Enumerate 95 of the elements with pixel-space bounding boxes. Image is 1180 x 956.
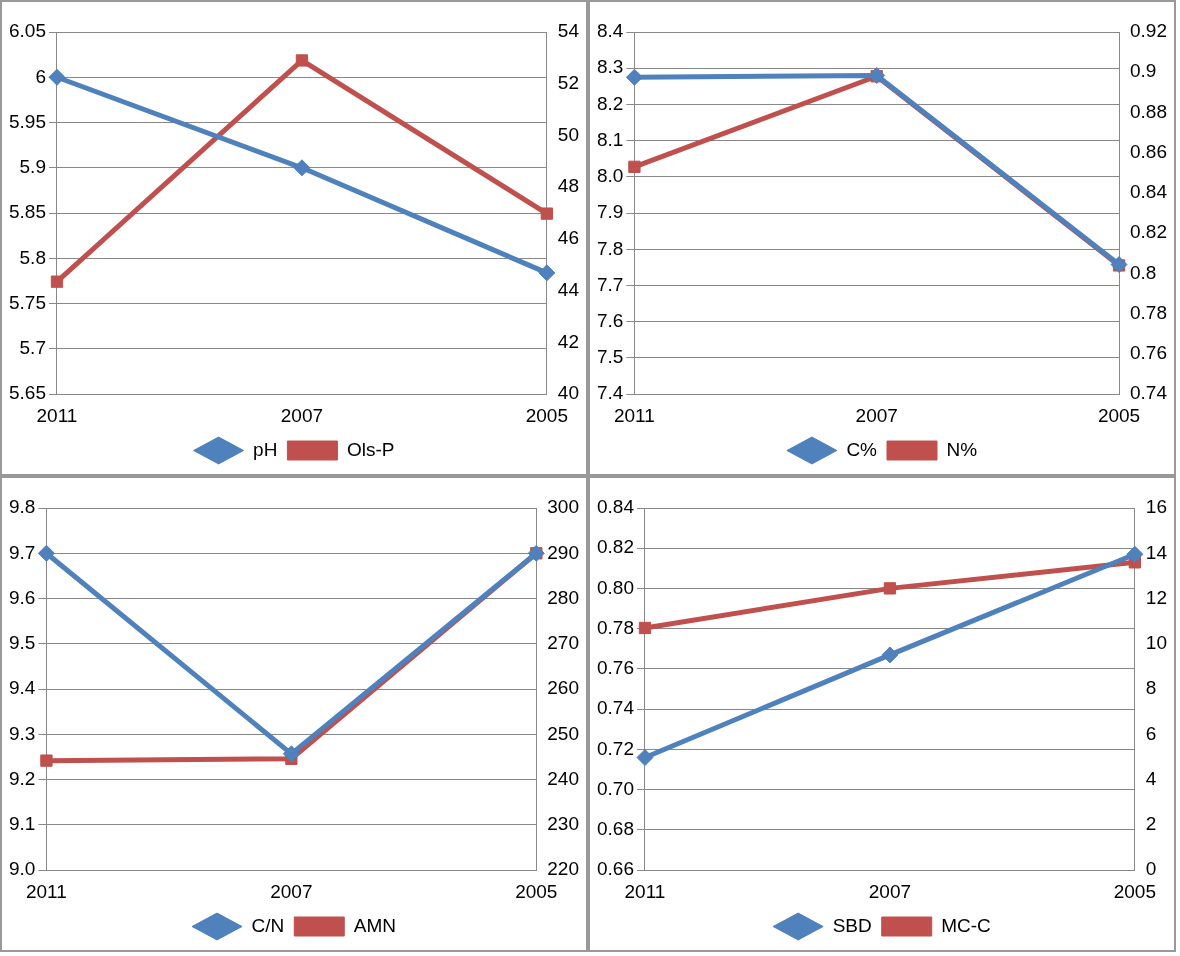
y2-tick-label: 230 [547, 813, 579, 835]
y2-tick-label: 6 [1145, 722, 1157, 744]
y-tick-label: 9.4 [8, 677, 36, 699]
y-tick-label: 0.68 [597, 818, 634, 840]
y2-tick-label: 0.76 [1130, 342, 1167, 364]
x-tick-label: 2005 [515, 880, 558, 902]
y-tick-label: 0.76 [597, 657, 634, 679]
y-tick-label: 9.1 [8, 813, 36, 835]
y-tick-label: 0.74 [597, 697, 635, 719]
y-tick-label: 0.82 [597, 536, 634, 558]
legend-label: C% [846, 438, 878, 460]
y-tick-label: 8.2 [596, 92, 624, 114]
x-tick-label: 2011 [624, 880, 666, 902]
y2-tick-label: 16 [1145, 496, 1168, 518]
y2-tick-label: 52 [557, 71, 580, 93]
x-tick-label: 2005 [1097, 404, 1141, 426]
x-tick-label: 2011 [613, 404, 655, 426]
y2-tick-label: 270 [547, 632, 579, 654]
y2-tick-label: 0.74 [1130, 382, 1168, 404]
y2-tick-label: 0.84 [1130, 181, 1168, 203]
y-tick-label: 5.7 [19, 337, 46, 359]
y-tick-label: 8.4 [596, 20, 624, 42]
y2-tick-label: 8 [1145, 677, 1157, 699]
x-tick-label: 2007 [280, 404, 324, 426]
y-tick-label: 9.7 [8, 541, 36, 563]
y2-tick-label: 220 [547, 858, 579, 880]
y2-tick-label: 12 [1145, 586, 1168, 608]
y2-tick-label: 4 [1145, 767, 1157, 789]
x-tick-label: 2005 [1113, 880, 1157, 902]
y-tick-label: 7.4 [596, 382, 624, 404]
y-tick-label: 6.05 [9, 20, 46, 42]
x-tick-label: 2011 [36, 404, 78, 426]
y-tick-label: 0.78 [597, 616, 634, 638]
y-tick-label: 9.0 [8, 858, 36, 880]
x-tick-label: 2007 [855, 404, 898, 426]
x-tick-label: 2005 [525, 404, 569, 426]
legend-label: Ols-P [346, 438, 395, 460]
y-tick-label: 7.7 [596, 273, 624, 295]
y-tick-label: 5.75 [9, 291, 46, 313]
y2-tick-label: 50 [557, 123, 580, 145]
y2-tick-label: 290 [547, 541, 579, 563]
y-tick-label: 0.72 [597, 737, 634, 759]
y2-tick-label: 0.88 [1130, 100, 1167, 122]
y2-tick-label: 40 [557, 382, 580, 404]
y2-tick-label: 0.86 [1130, 140, 1167, 162]
y-tick-label: 0.70 [597, 777, 634, 799]
y2-tick-label: 250 [547, 722, 579, 744]
legend-label: MC-C [941, 914, 991, 936]
y-tick-label: 0.66 [597, 858, 634, 880]
y-tick-label: 5.95 [9, 110, 46, 132]
y-tick-label: 0.84 [597, 496, 635, 518]
y-tick-label: 9.8 [8, 496, 36, 518]
y-tick-label: 5.9 [19, 156, 46, 178]
y-tick-label: 5.85 [9, 201, 46, 223]
y2-tick-label: 46 [557, 227, 580, 249]
y2-tick-label: 300 [547, 496, 579, 518]
x-tick-label: 2007 [868, 880, 912, 902]
legend-label: SBD [832, 914, 872, 936]
y2-tick-label: 44 [557, 278, 580, 300]
y-tick-label: 5.8 [19, 246, 46, 268]
x-tick-label: 2007 [270, 880, 313, 902]
y2-tick-label: 0 [1145, 858, 1157, 880]
y-tick-label: 8.3 [596, 56, 624, 78]
y2-tick-label: 10 [1145, 632, 1168, 654]
y2-tick-label: 2 [1145, 813, 1157, 835]
y2-tick-label: 260 [547, 677, 579, 699]
y-tick-label: 0.80 [597, 576, 634, 598]
y2-tick-label: 0.92 [1130, 20, 1167, 42]
y2-tick-label: 0.9 [1130, 60, 1157, 82]
y-tick-label: 8.1 [596, 128, 624, 150]
legend-label: C/N [251, 914, 285, 936]
y2-tick-label: 240 [547, 767, 579, 789]
y2-tick-label: 0.82 [1130, 221, 1167, 243]
y-tick-label: 7.6 [596, 309, 624, 331]
y-tick-label: 7.8 [596, 237, 624, 259]
legend-label: AMN [353, 914, 396, 936]
y2-tick-label: 0.8 [1130, 261, 1157, 283]
y-tick-label: 9.5 [8, 632, 36, 654]
y2-tick-label: 14 [1145, 541, 1168, 563]
y-tick-label: 8.0 [596, 165, 624, 187]
y2-tick-label: 54 [557, 20, 580, 42]
legend-label: N% [946, 438, 978, 460]
y-tick-label: 9.2 [8, 767, 36, 789]
y2-tick-label: 280 [547, 586, 579, 608]
legend-label: pH [253, 438, 278, 460]
x-tick-label: 2011 [25, 880, 67, 902]
y-tick-label: 6 [35, 65, 46, 87]
y-tick-label: 5.65 [9, 382, 46, 404]
y2-tick-label: 0.78 [1130, 301, 1167, 323]
y-tick-label: 7.9 [596, 201, 624, 223]
y2-tick-label: 42 [557, 330, 580, 352]
y2-tick-label: 48 [557, 175, 580, 197]
y-tick-label: 9.6 [8, 586, 36, 608]
y-tick-label: 9.3 [8, 722, 36, 744]
y-tick-label: 7.5 [596, 346, 624, 368]
